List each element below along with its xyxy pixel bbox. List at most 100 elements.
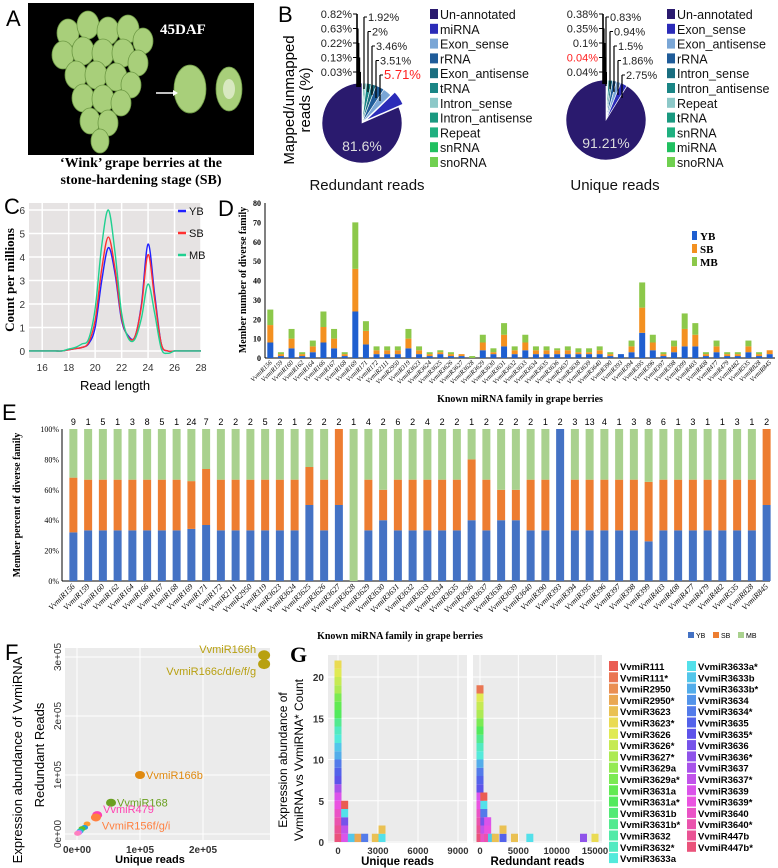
histogram-bar-segment	[511, 833, 518, 842]
histogram-bar-segment	[334, 817, 342, 826]
bar-segment-SB	[703, 479, 712, 531]
bar-count-label: 24	[186, 417, 196, 427]
bar-segment-SB	[364, 479, 373, 531]
legend-label: SB	[700, 244, 714, 256]
pie-callout-label: 0.1%	[573, 38, 598, 50]
legend-swatch	[687, 819, 696, 830]
bar-count-label: 1	[705, 417, 710, 427]
legend-swatch	[667, 142, 675, 153]
x-tick-label: 5000	[508, 846, 529, 857]
bar-segment-SB	[660, 354, 667, 357]
legend-swatch	[687, 796, 696, 807]
bar-segment-SB	[766, 350, 773, 355]
bar-segment-MB	[674, 429, 683, 480]
bar-segment-MB	[747, 429, 756, 480]
bar-segment-MB	[288, 328, 295, 339]
scatter-plot-expression: 0e+00 1e+05 2e+05 0e+00 1e+05 2e+05 3e+05 VvmiR…	[10, 643, 271, 866]
legend-label: VvmiR447b	[698, 832, 749, 843]
bar-segment-YB	[267, 342, 274, 358]
bar-segment-YB	[261, 530, 270, 581]
y-tick-label: 20%	[44, 547, 59, 556]
legend-label: snoRNA	[677, 156, 724, 170]
legend-swatch	[609, 740, 618, 751]
bar-segment-MB	[713, 340, 720, 347]
bar-segment-MB	[511, 346, 518, 351]
histogram-bar-segment	[341, 833, 349, 842]
y-tick-label: 10	[313, 756, 325, 767]
histogram-bar-segment	[476, 776, 484, 785]
bar-segment-MB	[352, 222, 359, 269]
bar-segment-YB	[497, 520, 506, 581]
legend-swatch	[609, 762, 618, 773]
bar-segment-MB	[447, 352, 454, 355]
legend-label: VvmiR3637*	[698, 775, 753, 786]
pie-callout-label: 0.04%	[567, 53, 598, 65]
bar-segment-SB	[762, 429, 771, 505]
bar-segment-SB	[172, 479, 181, 531]
bar-segment-MB	[702, 352, 709, 355]
bar-count-label: 3	[572, 417, 577, 427]
bar-segment-YB	[564, 354, 571, 358]
y-axis-label: Member percent of diverse family	[12, 433, 23, 578]
bar-segment-YB	[479, 350, 486, 358]
bar-segment-SB	[702, 354, 709, 357]
y-axis-label: Count per millions	[2, 228, 17, 332]
bar-segment-YB	[69, 532, 78, 581]
y-tick-label: 2e+05	[53, 702, 64, 731]
bar-segment-YB	[522, 350, 529, 358]
legend-label: YB	[696, 633, 706, 640]
series-line-MB	[28, 209, 201, 355]
legend-swatch	[687, 751, 696, 762]
pie-value-label: 91.21%	[582, 135, 629, 151]
bar-segment-SB	[288, 338, 295, 349]
bar-segment-SB	[501, 334, 508, 347]
bar-segment-SB	[607, 354, 614, 357]
bar-segment-SB	[423, 479, 432, 531]
legend-label: Intron_antisense	[440, 112, 532, 126]
histogram-bar-segment	[334, 718, 342, 727]
bar-segment-SB	[585, 479, 594, 531]
bar-count-label: 4	[366, 417, 371, 427]
bar-segment-YB	[541, 530, 550, 581]
bar-segment-SB	[724, 354, 731, 357]
bar-segment-SB	[452, 479, 461, 531]
scatter-point	[90, 813, 101, 822]
x-axis-label: Known miRNA family in grape berries	[437, 394, 603, 405]
bar-segment-YB	[157, 530, 166, 581]
bar-segment-MB	[596, 346, 603, 351]
plot-background	[473, 655, 602, 843]
bar-segment-YB	[309, 352, 316, 358]
plot-background	[65, 648, 270, 840]
pie-slice	[365, 91, 404, 121]
bar-segment-MB	[426, 352, 433, 355]
stage-label: 45DAF	[160, 22, 206, 38]
bar-segment-MB	[305, 429, 314, 467]
bar-segment-MB	[84, 429, 93, 480]
legend-label: VvmiR3633b	[698, 673, 755, 684]
bar-segment-SB	[84, 479, 93, 531]
bar-segment-YB	[423, 530, 432, 581]
bar-segment-SB	[511, 350, 518, 355]
grape-berries-photo	[28, 3, 254, 155]
bar-segment-MB	[384, 346, 391, 351]
bar-segment-SB	[497, 489, 506, 521]
bar-segment-MB	[522, 334, 529, 343]
bar-segment-MB	[231, 429, 240, 480]
bar-segment-SB	[267, 325, 274, 343]
bar-segment-SB	[575, 352, 582, 355]
histogram-bar-segment	[334, 809, 342, 818]
legend-swatch	[430, 53, 438, 64]
panel-label-f: F	[5, 640, 19, 665]
pie-value-label: 81.6%	[342, 138, 382, 154]
bar-segment-YB	[202, 525, 211, 581]
bar-count-label: 2	[233, 417, 238, 427]
legend-label: VvmiR3634*	[698, 707, 753, 718]
bar-segment-YB	[659, 530, 668, 581]
bar-segment-YB	[596, 354, 603, 358]
legend-label: VvmiR3626	[620, 730, 671, 741]
bar-count-label: 3	[130, 417, 135, 427]
pie-callout-label: 0.63%	[321, 24, 352, 36]
legend-swatch	[667, 127, 675, 138]
bar-segment-MB	[681, 313, 688, 329]
bar-segment-YB	[554, 354, 561, 358]
